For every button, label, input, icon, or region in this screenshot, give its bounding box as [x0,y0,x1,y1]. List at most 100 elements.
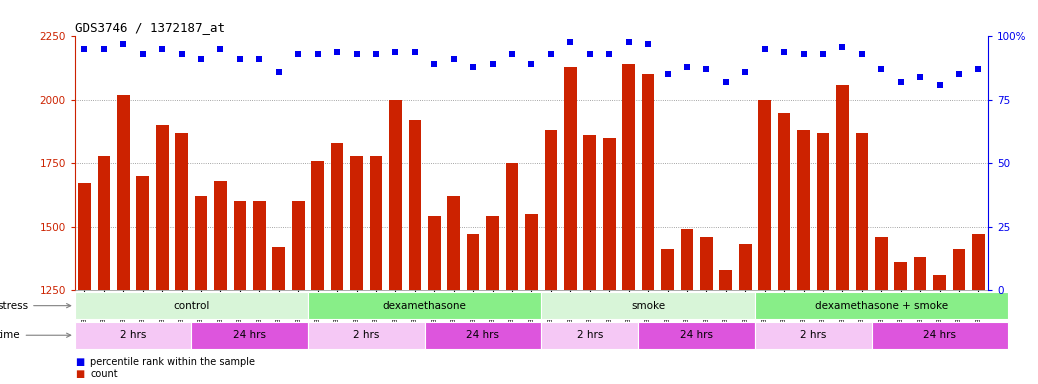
Point [853,51,870,57]
Bar [953,249,965,290]
Bar [973,234,985,290]
Bar [486,217,499,290]
Bar [855,133,868,290]
Text: 2 hrs: 2 hrs [576,330,603,340]
Bar [700,237,713,290]
Bar [117,95,130,290]
Bar [195,196,208,290]
Point [348,51,364,57]
Bar [78,184,90,290]
Point [135,51,152,57]
Bar [638,322,755,349]
Bar [308,322,425,349]
Point [621,38,637,45]
Bar [836,84,849,290]
Point [503,51,520,57]
Bar [234,201,246,290]
Bar [817,133,829,290]
Bar [98,156,110,290]
Bar [350,156,363,290]
Text: percentile rank within the sample: percentile rank within the sample [90,358,255,367]
Point [173,51,190,57]
Bar [623,65,635,290]
Point [387,49,404,55]
Bar [467,234,480,290]
Point [115,41,132,47]
Text: 24 hrs: 24 hrs [466,330,499,340]
Bar [681,229,693,290]
Text: 24 hrs: 24 hrs [923,330,956,340]
Bar [525,214,538,290]
Bar [583,135,596,290]
Point [523,61,540,68]
Bar [661,249,674,290]
Text: dexamethasone + smoke: dexamethasone + smoke [815,301,948,311]
Text: ■: ■ [75,369,84,379]
Bar [759,100,771,290]
Point [775,49,792,55]
Bar [545,130,557,290]
Point [367,51,384,57]
Point [639,41,656,47]
Point [699,66,715,73]
Point [659,71,676,78]
Bar [156,125,168,290]
Text: 24 hrs: 24 hrs [234,330,266,340]
Point [465,64,482,70]
Point [971,66,987,73]
Point [543,51,559,57]
Bar [447,196,460,290]
Bar [739,244,752,290]
Bar [541,322,638,349]
Bar [273,247,285,290]
Point [231,56,248,62]
Bar [777,113,790,290]
Point [737,69,754,75]
Point [95,46,112,52]
Bar [755,322,872,349]
Bar [308,292,541,319]
Bar [875,237,887,290]
Point [251,56,268,62]
Text: 2 hrs: 2 hrs [800,330,826,340]
Bar [719,270,732,290]
Point [757,46,773,52]
Text: count: count [90,369,118,379]
Bar [541,292,755,319]
Point [445,56,462,62]
Point [951,71,967,78]
Bar [175,133,188,290]
Bar [409,120,421,290]
Bar [506,163,518,290]
Bar [292,201,304,290]
Point [154,46,170,52]
Point [717,79,734,85]
Text: 2 hrs: 2 hrs [119,330,146,340]
Bar [191,322,308,349]
Point [931,81,948,88]
Bar [564,67,577,290]
Bar [311,161,324,290]
Text: GDS3746 / 1372187_at: GDS3746 / 1372187_at [75,21,225,34]
Text: smoke: smoke [631,301,665,311]
Point [485,61,501,68]
Text: 2 hrs: 2 hrs [353,330,380,340]
Point [193,56,210,62]
Text: control: control [173,301,210,311]
Bar [331,143,344,290]
Point [581,51,598,57]
Point [562,38,578,45]
Bar [913,257,927,290]
Bar [136,176,149,290]
Point [815,51,831,57]
Point [329,49,346,55]
Point [795,51,812,57]
Bar [370,156,382,290]
Text: 24 hrs: 24 hrs [680,330,713,340]
Bar [933,275,946,290]
Bar [75,322,191,349]
Text: dexamethasone: dexamethasone [383,301,466,311]
Text: stress: stress [0,301,71,311]
Point [873,66,890,73]
Bar [425,322,541,349]
